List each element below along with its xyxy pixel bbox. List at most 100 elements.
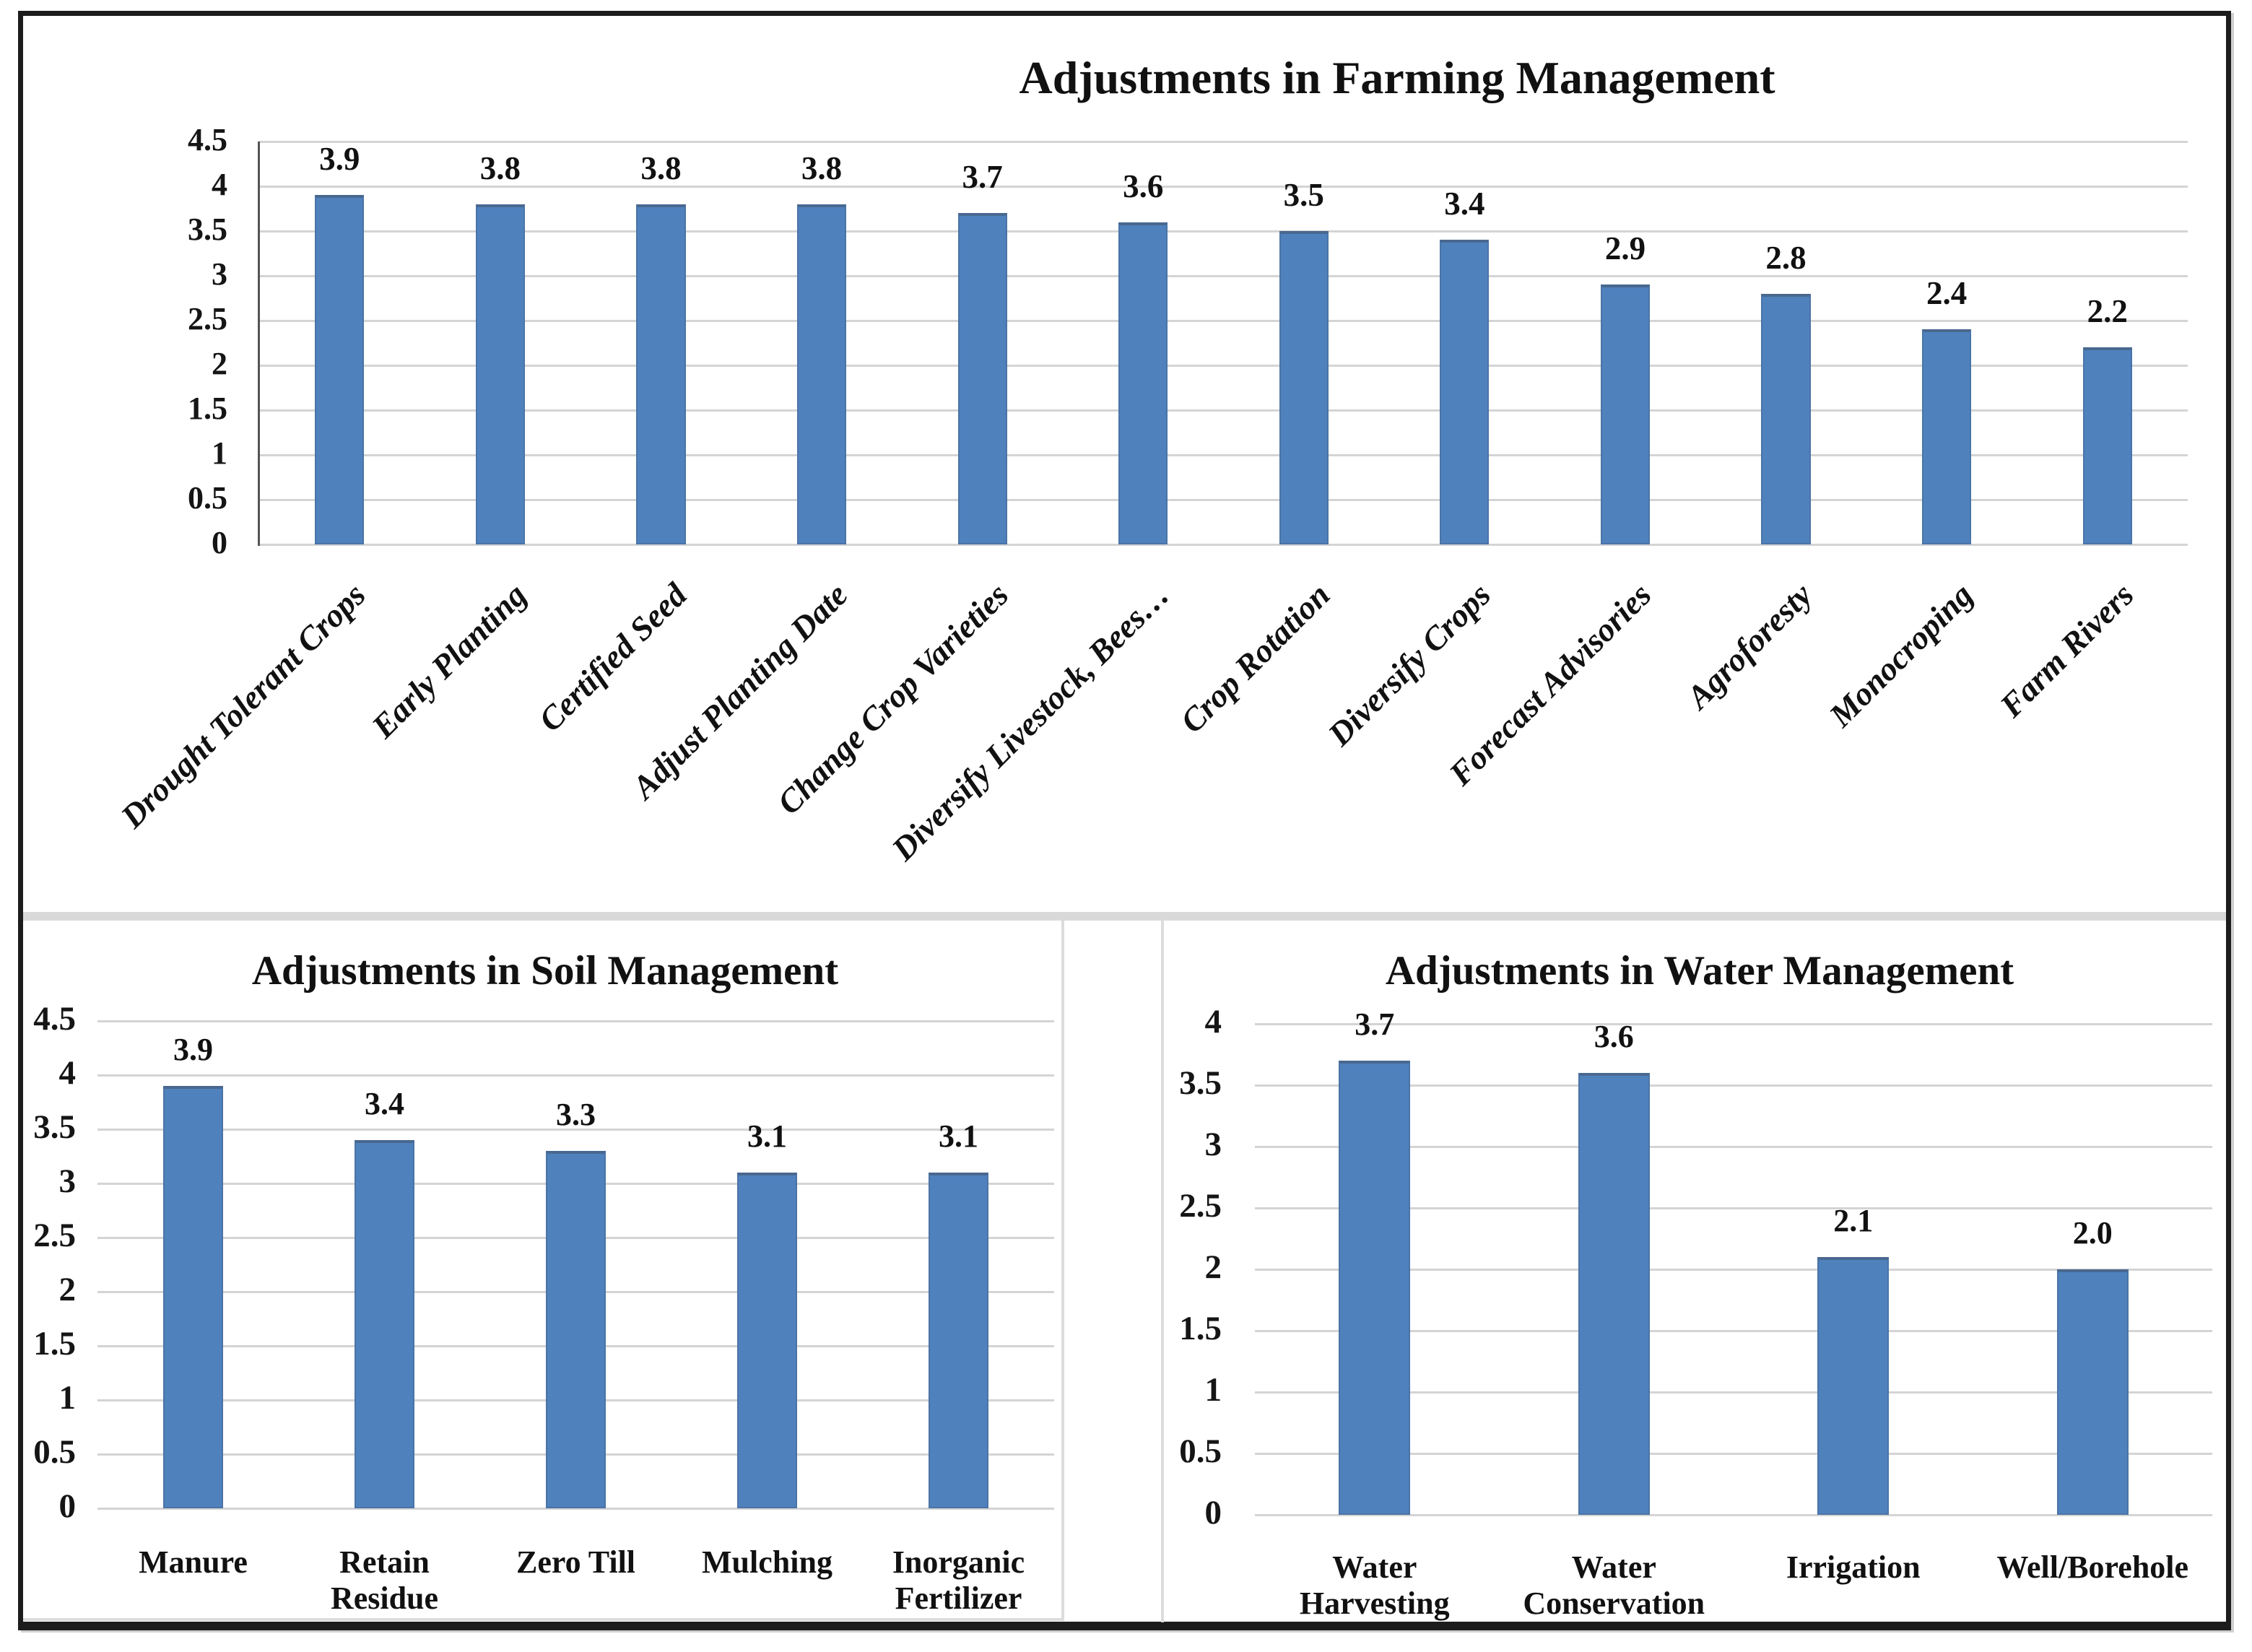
bar [1600,284,1650,544]
bar [1339,1061,1411,1515]
y-tick-label: 2.5 [188,300,227,336]
gridline [97,1020,1054,1022]
x-category-label: Certified Seed [531,575,695,739]
bar-value-label: 3.8 [479,149,521,186]
bar-value-label: 3.6 [1123,168,1164,204]
y-tick-label: 4.5 [188,121,227,157]
gridline [259,320,2188,322]
bar-value-label: 3.4 [1444,186,1485,222]
x-category-label: Monocroping [1822,575,1981,734]
bar [957,213,1007,544]
y-tick-label: 0 [58,1487,77,1526]
bar [2082,347,2132,544]
gridline [1255,1453,2212,1455]
bar-value-label: 2.2 [2087,293,2128,330]
bar [636,204,686,544]
y-tick-label: 3 [1204,1126,1222,1164]
bar [929,1173,988,1508]
chart-soil: Adjustments in Soil Management 4.5 4 3.5 3 2… [23,921,1064,1621]
y-tick-label: 4 [1204,1003,1222,1041]
x-category-label: Diversify Livestock, Bees… [884,575,1177,868]
gridline [259,186,2188,188]
gridline [259,454,2188,456]
y-tick-label: 0 [1204,1494,1222,1532]
y-axis-line [258,142,260,546]
y-tick-label: 3 [212,256,227,292]
y-tick-label: 1 [1204,1371,1222,1409]
x-category-label: Agroforesty [1679,575,1820,716]
bar [1279,231,1329,544]
panel-divider-horizontal [23,912,2226,921]
x-category-label: Well/Borehole [1996,1549,2189,1585]
bar-value-label: 3.5 [1283,177,1324,213]
gridline [259,544,2188,546]
bar [1817,1257,1890,1515]
gridline [1255,1330,2212,1332]
x-category-label: Water Harvesting [1299,1549,1450,1622]
y-tick-label: 2 [212,345,227,381]
x-category-label: Manure [139,1544,248,1580]
gridline [97,1074,1054,1077]
y-tick-label: 4 [58,1054,77,1092]
bar-value-label: 3.7 [962,159,1003,196]
y-tick-label: 2.5 [1179,1187,1222,1225]
bar [737,1173,797,1508]
chart-title-farming: Adjustments in Farming Management [1019,52,1775,103]
bar-value-label: 2.9 [1604,230,1646,267]
x-category-label: Drought Tolerant Crops [113,575,373,835]
y-tick-label: 0 [212,524,227,560]
bar [1761,293,1811,544]
bar [1922,329,1972,544]
y-tick-label: 0.5 [1179,1433,1222,1471]
bar-value-label: 3.7 [1355,1007,1395,1042]
gridline [1255,1207,2212,1209]
gridline [1255,1023,2212,1025]
y-tick-label: 1.5 [33,1325,76,1363]
y-tick-label: 3.5 [1179,1064,1222,1103]
bar-value-label: 3.8 [801,149,843,186]
figure-frame: Adjustments in Farming Management 4.5 4 3.… [18,11,2231,1630]
chart-farming: Adjustments in Farming Management 4.5 4 3.… [23,16,2226,912]
x-category-label: Zero Till [516,1544,636,1580]
bar [796,204,847,544]
bar-value-label: 3.9 [173,1032,213,1067]
y-tick-label: 4 [212,166,227,202]
y-tick-label: 1 [58,1379,77,1417]
x-category-label: Inorganic Fertilizer [892,1544,1025,1617]
gridline [259,499,2188,501]
bar-value-label: 2.8 [1765,239,1807,276]
y-tick-label: 1.5 [188,390,227,426]
y-tick-label: 1 [212,435,227,471]
y-tick-label: 0.5 [33,1433,76,1471]
y-tick-label: 2 [1204,1248,1222,1287]
bar-value-label: 2.4 [1926,275,1968,312]
bar [355,1140,414,1508]
y-tick-label: 2 [58,1271,77,1309]
y-tick-label: 3.5 [188,211,227,247]
figure-inner: Adjustments in Farming Management 4.5 4 3.… [23,16,2226,1622]
x-category-label: Diversify Crops [1321,575,1498,753]
y-tick-label: 1.5 [1179,1310,1222,1348]
x-category-label: Crop Rotation [1173,575,1337,740]
bar [315,195,365,544]
bar-value-label: 3.4 [365,1086,404,1121]
gridline [97,1129,1054,1131]
y-tick-label: 4.5 [33,1000,76,1038]
bar [1118,222,1168,544]
bar-value-label: 3.1 [939,1118,978,1154]
chart-water: Adjustments in Water Management 4 3.5 3 2.5… [1161,921,2226,1622]
bar [546,1151,606,1508]
gridline [1255,1146,2212,1148]
bar-value-label: 3.9 [319,141,360,178]
x-category-label: Farm Rivers [1992,575,2141,724]
gridline [259,365,2188,367]
gridline [259,275,2188,277]
bar-value-label: 2.1 [1833,1203,1874,1238]
gridline [1255,1391,2212,1394]
bar [1578,1073,1650,1515]
gridline [259,230,2188,232]
x-category-label: Early Planting [364,575,534,745]
bar [2056,1269,2129,1515]
bar-value-label: 3.3 [556,1097,596,1132]
x-category-label: Mulching [702,1544,832,1580]
